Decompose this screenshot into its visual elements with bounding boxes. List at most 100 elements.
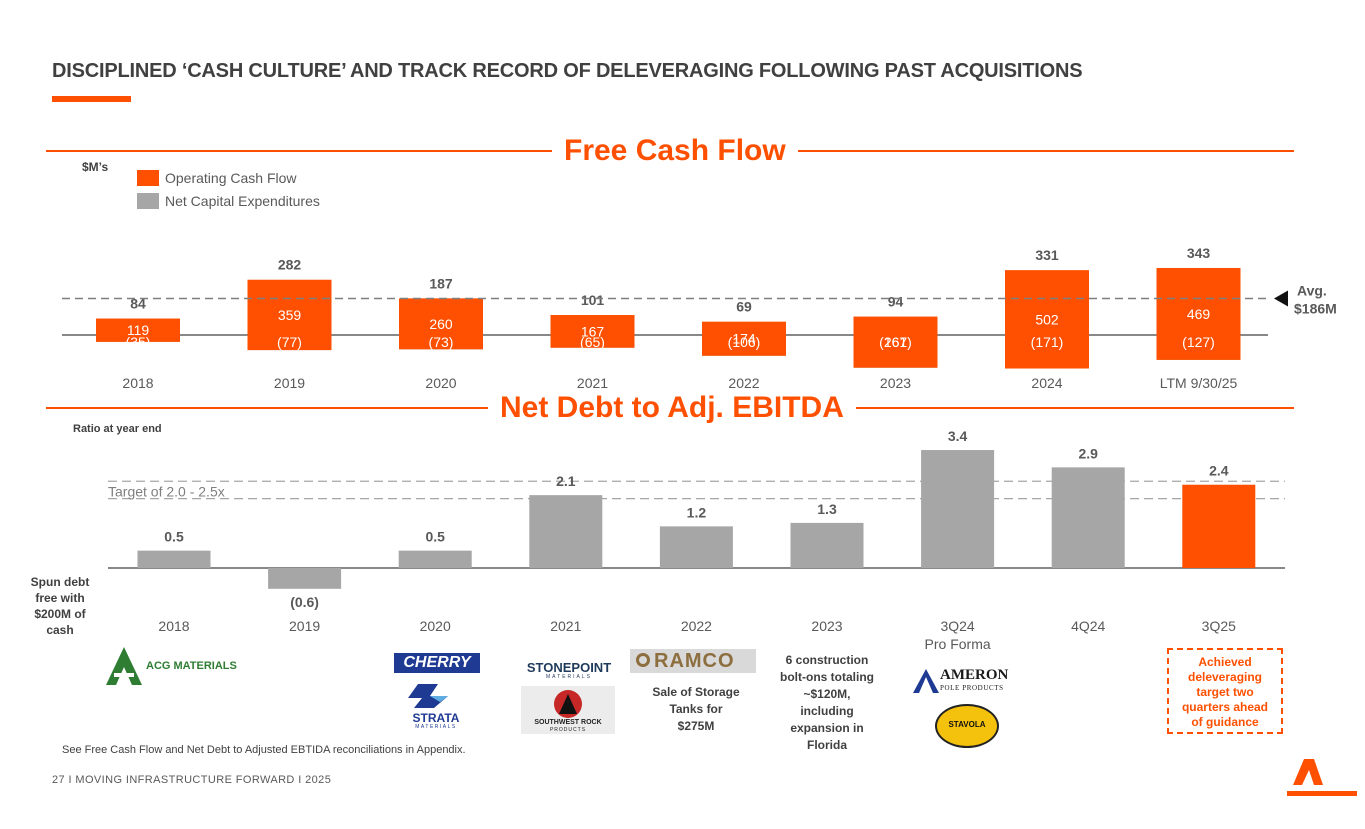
strata-logo — [404, 682, 468, 715]
capex-value-label: (106) — [728, 334, 761, 350]
ramco-logo-text: RAMCO — [654, 650, 735, 672]
footer: 27 I MOVING INFRASTRUCTURE FORWARD I 202… — [52, 774, 332, 786]
leverage-value-label: 2.9 — [1078, 445, 1098, 461]
ocf-value-label: 469 — [1187, 306, 1211, 322]
capex-value-label: (167) — [879, 334, 912, 350]
achieved-line: Achieved — [1198, 655, 1252, 669]
fcf-total-label: 101 — [581, 292, 605, 308]
ocf-value-label: 261 — [884, 334, 908, 350]
fcf-total-label: 84 — [130, 296, 146, 312]
fcf-chart: 119(35) 84 2018 359 (77) 282 2019 260 (73) 187 202… — [62, 245, 1337, 391]
fcf-total-label: 187 — [429, 275, 453, 291]
ocf-bar — [1156, 267, 1241, 360]
leverage-value-label: 0.5 — [164, 529, 184, 545]
southwest-rock-logo-icon — [554, 690, 582, 718]
leverage-category-label: 4Q24 — [1071, 618, 1105, 634]
ameron-logo-sub: POLE PRODUCTS — [940, 684, 1004, 692]
ocf-value-label: 174 — [732, 331, 756, 347]
ocf-value-label: 359 — [278, 307, 302, 323]
spun-debt-line: cash — [46, 623, 74, 637]
leverage-category-label: 2022 — [681, 618, 712, 634]
fcf-total-label: 282 — [278, 257, 302, 273]
leverage-bar — [268, 568, 342, 589]
storage-sale-line: $275M — [677, 719, 715, 733]
leverage-bar — [790, 522, 864, 568]
bolt-ons-line: bolt-ons totaling — [780, 670, 874, 684]
leverage-value-label: 1.2 — [687, 504, 707, 520]
leverage-category-label: 3Q25 — [1202, 618, 1236, 634]
fcf-average-label: $186M — [1294, 301, 1337, 317]
spun-debt-line: $200M of — [34, 607, 86, 621]
ameron-logo-text: AMERON — [940, 667, 1009, 683]
acg-logo-text: ACG MATERIALS — [146, 660, 237, 672]
footnote: See Free Cash Flow and Net Debt to Adjus… — [62, 744, 466, 756]
leverage-bar — [398, 550, 472, 568]
stonepoint-logo: STONEPOINT — [526, 660, 612, 675]
leverage-category-label: 2018 — [158, 618, 189, 634]
leverage-value-label: 1.3 — [817, 501, 837, 517]
leverage-category-label: 3Q24 — [940, 618, 974, 634]
leverage-bar — [529, 495, 603, 568]
capex-value-label: (77) — [277, 334, 302, 350]
ocf-bar — [550, 315, 635, 348]
fcf-total-label: 331 — [1035, 247, 1059, 263]
ameron-logo — [913, 669, 939, 698]
achieved-target-note: Achieved deleveraging target two quarter… — [1167, 648, 1283, 734]
leverage-bar — [921, 450, 995, 568]
spun-debt-note: Spun debt free with $200M of cash — [20, 574, 100, 638]
company-logo — [1287, 757, 1357, 806]
ocf-value-label: 119 — [127, 322, 150, 338]
storage-sale-line: Sale of Storage — [652, 685, 740, 699]
acg-materials-logo — [104, 645, 144, 692]
leverage-value-label: 2.1 — [556, 473, 576, 489]
bolt-ons-line: ~$120M, — [803, 687, 851, 701]
leverage-category-label: 2021 — [550, 618, 581, 634]
fcf-category-label: 2019 — [274, 375, 305, 391]
bolt-ons-line: 6 construction — [785, 653, 869, 667]
strata-logo-text: STRATA — [412, 711, 460, 725]
cherry-logo: CHERRY — [394, 653, 480, 673]
achieved-line: of guidance — [1191, 715, 1259, 729]
leverage-category-sublabel: Pro Forma — [925, 636, 991, 652]
leverage-bar — [137, 550, 211, 568]
leverage-value-label: (0.6) — [290, 594, 319, 610]
bolt-ons-line: Florida — [806, 738, 847, 752]
southwest-rock-logo-sub: PRODUCTS — [549, 727, 587, 733]
ocf-bar — [853, 316, 938, 368]
ocf-value-label: 260 — [429, 316, 453, 332]
acg-logo-icon — [106, 647, 142, 685]
fcf-unit-label: $M’s — [82, 160, 109, 174]
page-title: DISCIPLINED ‘CASH CULTURE’ AND TRACK REC… — [52, 60, 1083, 82]
capex-value-label: (35) — [126, 334, 151, 350]
capex-value-label: (171) — [1031, 334, 1064, 350]
fcf-average-marker — [1274, 290, 1288, 307]
leverage-bar — [659, 526, 733, 568]
fcf-category-label: LTM 9/30/25 — [1160, 375, 1238, 391]
ocf-value-label: 167 — [581, 323, 605, 339]
fcf-category-label: 2018 — [122, 375, 153, 391]
fcf-category-label: 2020 — [425, 375, 456, 391]
leverage-category-label: 2019 — [289, 618, 320, 634]
fcf-average-label: Avg. — [1297, 283, 1327, 299]
company-logo-icon — [1287, 759, 1357, 796]
acg-logo-label: ACG MATERIALS — [146, 660, 237, 672]
achieved-line: deleveraging — [1187, 670, 1263, 684]
achieved-line: target two — [1196, 685, 1254, 699]
legend-swatch-net-capex — [137, 193, 159, 209]
leverage-category-label: 2020 — [420, 618, 451, 634]
fcf-category-label: 2023 — [880, 375, 911, 391]
strata-logo-sub: MATERIALS — [415, 724, 457, 730]
leverage-bar — [1051, 467, 1125, 568]
capex-value-label: (127) — [1182, 334, 1215, 350]
strata-logo-icon — [408, 684, 448, 708]
fcf-total-label: 343 — [1187, 245, 1211, 261]
stavola-logo-text: STAVOLA — [948, 720, 986, 729]
leverage-value-label: 0.5 — [425, 529, 445, 545]
ramco-logo: RAMCO — [630, 649, 756, 673]
leverage-category-label: 2023 — [811, 618, 842, 634]
ameron-logo-icon — [913, 669, 939, 693]
leverage-value-label: 2.4 — [1209, 463, 1229, 479]
legend-label-net-capex: Net Capital Expenditures — [165, 193, 320, 209]
leverage-chart: Target of 2.0 - 2.5x 0.5 2018 (0.6) 2019 0.5 2… — [108, 428, 1285, 652]
spun-debt-line: Spun debt — [30, 575, 90, 589]
